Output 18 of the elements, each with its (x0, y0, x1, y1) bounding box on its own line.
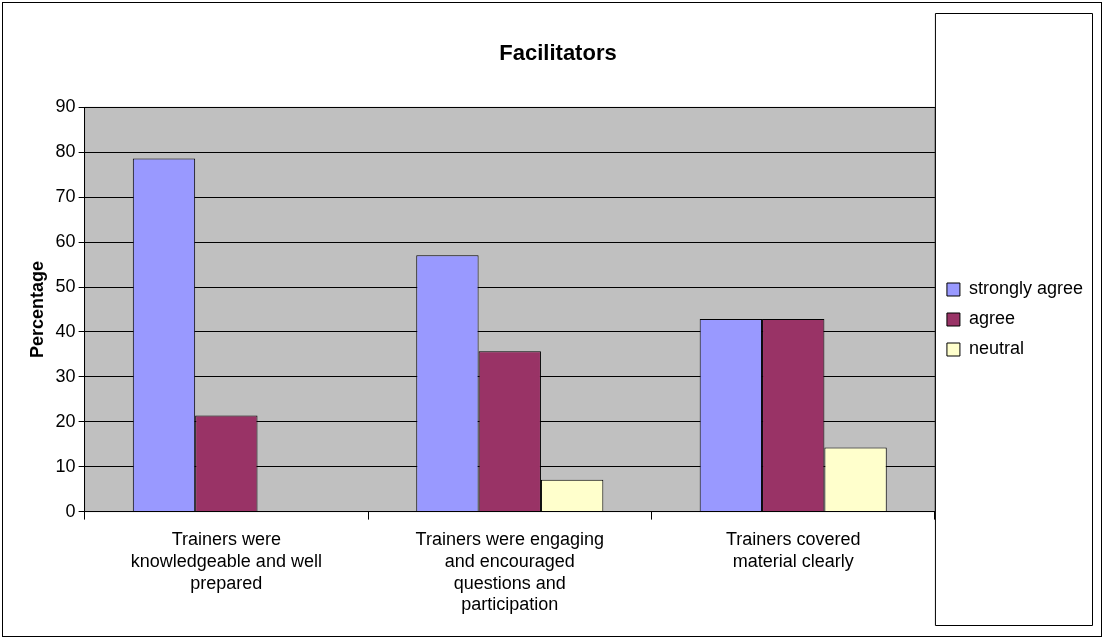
x-tick-label: Trainers were engaging and encouraged questions and participation (415, 529, 604, 615)
y-tick-label: 40 (55, 320, 76, 341)
legend-label: agree (968, 308, 1015, 329)
y-tick-label: 30 (55, 365, 76, 386)
legend-label: neutral (968, 338, 1024, 359)
x-tick-label: Trainers were knowledgeable and well prepared (130, 529, 322, 593)
y-axis-title: Percentage (26, 260, 47, 359)
y-tick-label: 80 (55, 141, 76, 162)
y-tick-label: 10 (55, 455, 76, 476)
y-tick-label: 60 (55, 231, 76, 252)
legend-label: strongly agree (968, 278, 1084, 299)
chart-title: Facilitators (499, 40, 617, 66)
y-tick-label: 50 (55, 276, 76, 297)
y-tick-label: 20 (55, 410, 76, 431)
y-tick-label: 70 (55, 186, 76, 207)
x-tick-label: Trainers covered material clearly (726, 529, 861, 571)
y-tick-label: 90 (55, 96, 76, 117)
y-tick-label: 0 (65, 500, 76, 521)
